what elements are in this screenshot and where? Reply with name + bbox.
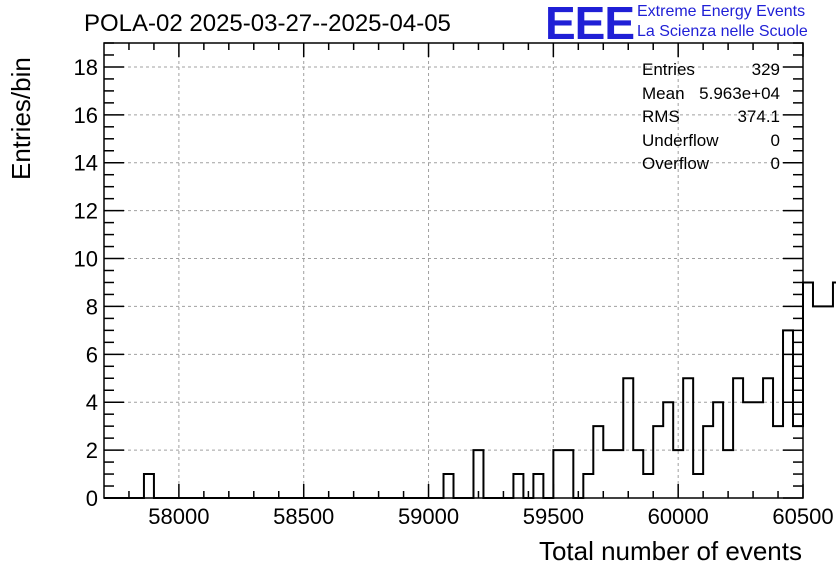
stat-row-entries: Entries 329: [640, 60, 780, 84]
histogram-bin: [813, 306, 823, 498]
y-axis-label: Entries/bin: [6, 57, 36, 180]
x-tick-label: 60000: [648, 504, 709, 529]
histogram-bin: [743, 402, 753, 498]
stat-value: 0: [770, 154, 780, 173]
stat-label: RMS: [642, 107, 680, 126]
stat-value: 0: [770, 130, 780, 150]
histogram-bin: [603, 450, 613, 498]
histogram-bin: [783, 330, 793, 498]
stat-label: Underflow: [642, 130, 719, 150]
x-tick-label: 58000: [148, 504, 209, 529]
histogram-bin: [763, 378, 773, 498]
stat-label: Entries: [642, 60, 695, 79]
histogram-bin: [593, 426, 603, 498]
chart-title: POLA-02 2025-03-27--2025-04-05: [84, 10, 451, 37]
axis-tick-labels: 58000 58500 59000 59500 60000 60500 0 2 4 6 8 10 12 1…: [74, 55, 834, 529]
histogram-bin: [723, 450, 733, 498]
stat-label: Mean: [642, 83, 685, 103]
histogram-bin: [753, 402, 763, 498]
histogram-bin: [444, 474, 454, 498]
histogram-bin: [563, 450, 573, 498]
y-tick-label: 4: [86, 390, 98, 415]
histogram-bin: [803, 282, 813, 498]
y-tick-label: 16: [74, 103, 98, 128]
histogram-bin: [733, 378, 743, 498]
logo-line-1: Extreme Energy Events: [637, 3, 806, 20]
y-tick-label: 0: [86, 486, 98, 511]
x-tick-label: 59000: [398, 504, 459, 529]
stat-row-overflow: Overflow 0: [640, 154, 780, 178]
stats-box: Entries 329 Mean 5.963e+04 RMS 374.1 Und…: [640, 60, 780, 178]
stat-value: 374.1: [737, 107, 780, 126]
histogram-bin: [773, 426, 783, 498]
histogram-bin: [693, 474, 703, 498]
y-tick-label: 8: [86, 294, 98, 319]
histogram-bin: [823, 306, 833, 498]
y-tick-label: 18: [74, 55, 98, 80]
histogram-bin: [633, 450, 643, 498]
axis-ticks: [104, 42, 804, 499]
histogram-bin: [683, 378, 693, 498]
grid-lines: [104, 43, 804, 498]
y-tick-label: 12: [74, 199, 98, 224]
stat-row-rms: RMS 374.1: [640, 107, 780, 131]
stat-value: 329: [751, 60, 780, 79]
histogram-bin: [613, 450, 623, 498]
histogram-bin: [703, 426, 713, 498]
histogram-bin: [623, 378, 633, 498]
histogram-bin: [583, 474, 593, 498]
stat-row-underflow: Underflow 0: [640, 131, 780, 155]
histogram-bin: [553, 450, 563, 498]
x-axis-label: Total number of events: [538, 536, 802, 566]
y-tick-label: 2: [86, 438, 98, 463]
stat-label: Overflow: [642, 154, 710, 173]
histogram-bin: [513, 474, 523, 498]
x-tick-label: 59500: [523, 504, 584, 529]
x-tick-label: 60500: [772, 504, 833, 529]
histogram-bin: [533, 474, 543, 498]
y-tick-label: 6: [86, 342, 98, 367]
histogram-bin: [663, 402, 673, 498]
histogram-bin: [643, 474, 653, 498]
stat-value: 5.963e+04: [699, 83, 780, 103]
eee-logo: EEE: [545, 0, 635, 49]
x-tick-label: 58500: [273, 504, 334, 529]
logo-line-2: La Scienza nelle Scuole: [637, 23, 808, 40]
histogram-bin: [473, 450, 483, 498]
y-tick-label: 14: [74, 151, 98, 176]
y-tick-label: 10: [74, 247, 98, 272]
histogram-bin: [713, 402, 723, 498]
histogram-bin: [653, 426, 663, 498]
histogram-bin: [144, 474, 154, 498]
stat-row-mean: Mean 5.963e+04: [640, 84, 780, 108]
